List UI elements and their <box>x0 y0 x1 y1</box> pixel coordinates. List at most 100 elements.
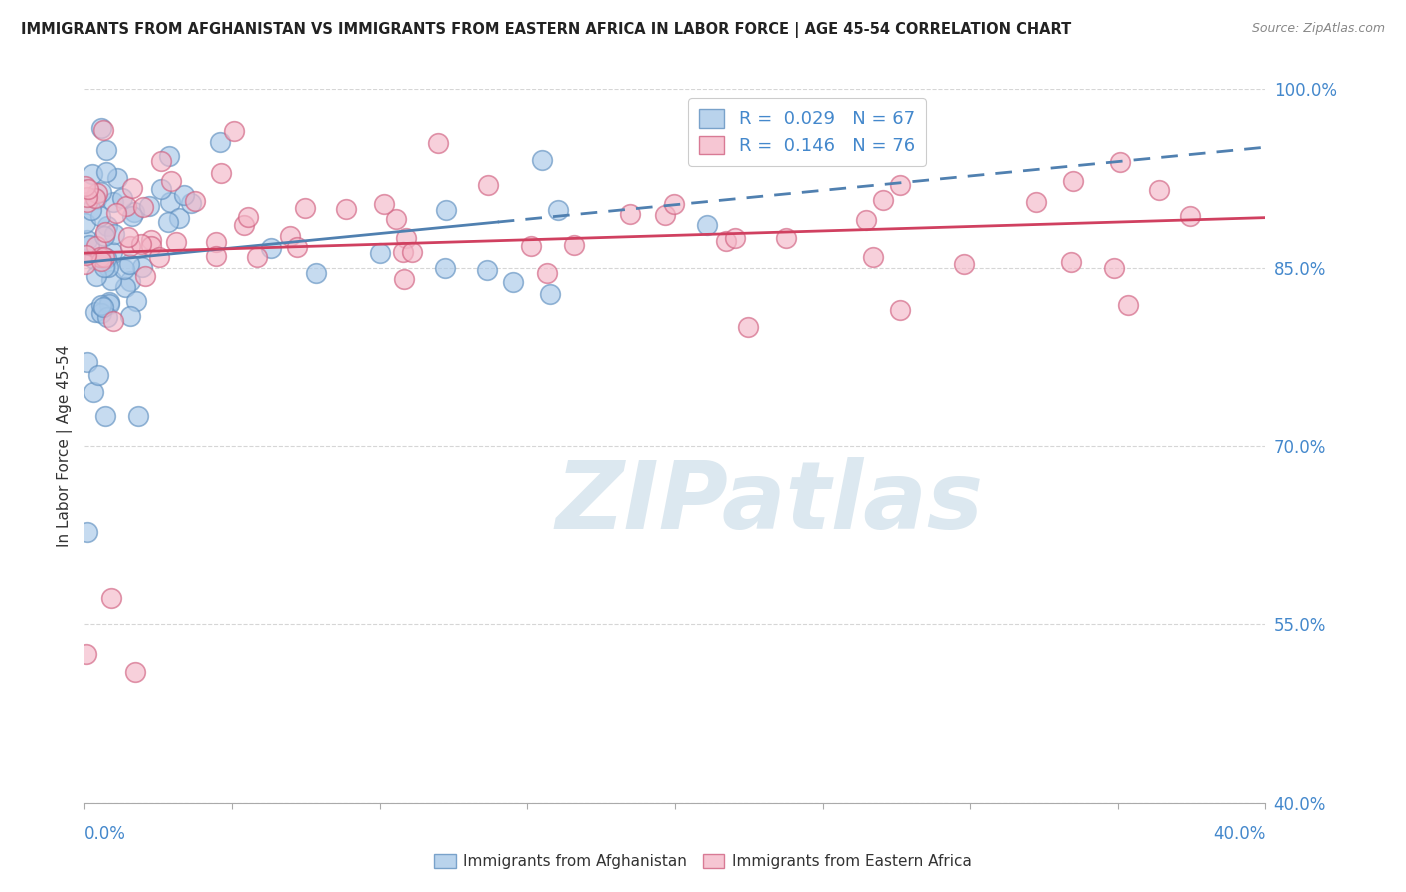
Point <box>121 181 143 195</box>
Point <box>477 263 499 277</box>
Point <box>94 251 117 265</box>
Point <box>100 591 122 606</box>
Point <box>180 196 202 211</box>
Point <box>696 219 718 233</box>
Point <box>392 245 415 260</box>
Point <box>530 153 553 168</box>
Point <box>775 231 797 245</box>
Point <box>76 194 98 209</box>
Point <box>520 239 543 253</box>
Point <box>157 149 180 163</box>
Point <box>91 301 114 315</box>
Point <box>395 230 418 244</box>
Legend: Immigrants from Afghanistan, Immigrants from Eastern Africa: Immigrants from Afghanistan, Immigrants … <box>429 848 977 875</box>
Point <box>94 225 117 239</box>
Point <box>662 197 685 211</box>
Point <box>165 235 187 249</box>
Point <box>129 237 152 252</box>
Point <box>90 298 112 312</box>
Point <box>97 260 120 274</box>
Point <box>93 251 115 265</box>
Point <box>82 167 104 181</box>
Point <box>76 182 98 196</box>
Point <box>100 245 122 260</box>
Point <box>114 280 136 294</box>
Point <box>83 252 105 267</box>
Point <box>246 250 269 264</box>
Point <box>714 234 737 248</box>
Point <box>654 209 676 223</box>
Point <box>84 191 107 205</box>
Point <box>94 165 117 179</box>
Point <box>86 368 108 382</box>
Point <box>86 186 108 201</box>
Legend: R =  0.029   N = 67, R =  0.146   N = 76: R = 0.029 N = 67, R = 0.146 N = 76 <box>688 98 925 166</box>
Point <box>184 194 207 209</box>
Point <box>76 354 98 368</box>
Point <box>96 219 118 234</box>
Point <box>368 246 391 260</box>
Point <box>724 231 747 245</box>
Point <box>385 211 408 226</box>
Point <box>1147 183 1170 197</box>
Point <box>619 207 641 221</box>
Point <box>84 269 107 284</box>
Point <box>1062 174 1084 188</box>
Point <box>173 187 195 202</box>
Y-axis label: In Labor Force | Age 45-54: In Labor Force | Age 45-54 <box>58 345 73 547</box>
Point <box>75 216 97 230</box>
Point <box>278 228 301 243</box>
Point <box>222 124 245 138</box>
Point <box>118 239 141 253</box>
Point <box>93 228 115 243</box>
Point <box>139 238 162 252</box>
Point <box>132 200 155 214</box>
Point <box>373 197 395 211</box>
Point <box>75 647 97 661</box>
Point <box>150 154 173 169</box>
Point <box>125 293 148 308</box>
Point <box>148 250 170 264</box>
Point <box>131 260 153 274</box>
Point <box>294 201 316 215</box>
Point <box>122 205 145 219</box>
Point <box>889 303 911 318</box>
Point <box>159 195 181 210</box>
Point <box>1102 261 1125 276</box>
Point <box>862 250 884 264</box>
Text: ZIPatlas: ZIPatlas <box>555 457 983 549</box>
Point <box>872 193 894 207</box>
Text: Source: ZipAtlas.com: Source: ZipAtlas.com <box>1251 22 1385 36</box>
Point <box>434 202 457 217</box>
Point <box>112 262 135 277</box>
Point <box>426 136 449 151</box>
Point <box>103 227 125 242</box>
Point <box>204 249 226 263</box>
Point <box>80 203 103 218</box>
Point <box>547 203 569 218</box>
Point <box>94 144 117 158</box>
Point <box>209 166 232 180</box>
Point <box>90 254 112 268</box>
Point <box>96 310 118 324</box>
Point <box>79 237 101 252</box>
Point <box>149 181 172 195</box>
Point <box>111 191 134 205</box>
Point <box>394 272 416 286</box>
Point <box>124 665 146 679</box>
Point <box>205 235 228 249</box>
Point <box>502 275 524 289</box>
Point <box>94 409 117 424</box>
Point <box>477 178 499 192</box>
Point <box>139 233 162 247</box>
Point <box>93 260 115 275</box>
Point <box>1060 254 1083 268</box>
Point <box>1180 209 1202 223</box>
Point <box>538 286 561 301</box>
Text: 40.0%: 40.0% <box>1213 825 1265 843</box>
Point <box>1108 155 1130 169</box>
Point <box>855 213 877 227</box>
Point <box>138 198 160 212</box>
Point <box>1116 297 1139 311</box>
Point <box>232 218 254 232</box>
